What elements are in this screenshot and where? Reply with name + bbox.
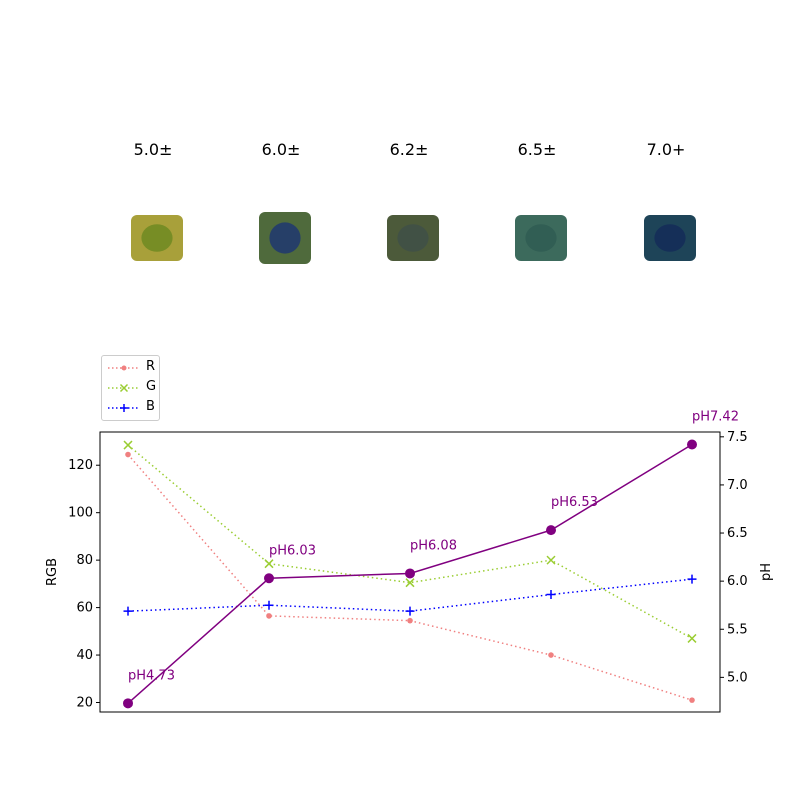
y2-axis-label: pH (759, 563, 774, 581)
data-point (546, 555, 556, 565)
sample-label-4: 6.5± (517, 140, 557, 159)
left-tick-label: 20 (76, 696, 93, 711)
data-point (407, 617, 413, 624)
data-point (123, 440, 133, 450)
swatch-body (515, 215, 567, 261)
data-point (687, 574, 697, 584)
legend-label-g: G (146, 379, 157, 394)
data-point (264, 573, 274, 584)
swatch-body (644, 215, 696, 261)
data-point (405, 606, 415, 616)
data-point (687, 439, 697, 450)
swatch-body (259, 212, 311, 264)
swatch-center (525, 224, 557, 252)
data-point (687, 633, 697, 643)
right-tick-label: 6.0 (727, 574, 748, 589)
series-line (127, 578, 693, 612)
left-tick-label: 60 (76, 601, 93, 616)
data-point (405, 568, 415, 579)
data-point (689, 697, 695, 703)
data-point (546, 525, 556, 536)
data-label: pH7.42 (692, 410, 739, 425)
legend-marker-b (108, 404, 140, 412)
right-tick-label: 5.5 (727, 622, 748, 637)
series-line (127, 454, 693, 701)
legend-item-g: G (102, 378, 161, 398)
legend-marker-r (108, 365, 140, 371)
left-tick-label: 80 (76, 553, 93, 568)
sample-label-1: 5.0± (133, 140, 173, 159)
series-ph: pH4.73 pH6.03 pH6.08 pH6.53 pH7.42 (123, 410, 739, 709)
data-label: pH6.03 (269, 543, 316, 558)
left-tick-label: 120 (68, 458, 93, 473)
swatch-body (131, 215, 183, 261)
data-point (546, 590, 556, 600)
left-tick-label: 100 (68, 506, 93, 521)
sample-swatch-1 (131, 215, 183, 261)
right-tick-label: 5.0 (727, 670, 748, 685)
swatch-center (654, 224, 686, 252)
sample-label-5: 7.0+ (646, 140, 686, 159)
data-point (266, 613, 272, 619)
data-label: pH6.53 (551, 495, 598, 510)
data-point (264, 600, 274, 610)
sample-swatch-2 (259, 212, 311, 264)
series-line (127, 443, 693, 704)
data-point (264, 559, 274, 569)
data-label: pH6.08 (410, 538, 457, 553)
data-point (548, 652, 554, 658)
legend-item-b: B (102, 398, 161, 418)
data-point (405, 578, 415, 588)
y-axis-label: RGB (45, 558, 60, 586)
plot-frame (99, 431, 721, 713)
swatch-center (141, 224, 173, 252)
swatch-body (387, 215, 439, 261)
data-point (125, 451, 131, 458)
left-tick-label: 40 (76, 648, 93, 663)
series-r (125, 451, 695, 703)
right-tick-label: 7.0 (727, 478, 748, 493)
sample-swatch-3 (387, 215, 439, 261)
legend-marker-g (108, 383, 140, 393)
legend-label-r: R (146, 359, 156, 374)
sample-swatch-4 (515, 215, 567, 261)
legend-label-b: B (146, 399, 155, 414)
right-tick-label: 7.5 (727, 430, 748, 445)
swatch-center (269, 222, 301, 254)
data-point (123, 606, 133, 616)
series-g (123, 440, 697, 643)
series-b (123, 574, 697, 616)
data-point (123, 698, 133, 709)
sample-label-3: 6.2± (389, 140, 429, 159)
right-tick-label: 6.5 (727, 526, 748, 541)
sample-label-2: 6.0± (261, 140, 301, 159)
sample-swatch-5 (644, 215, 696, 261)
swatch-center (397, 224, 429, 252)
data-label: pH4.73 (128, 668, 175, 683)
chart-legend: R G B (101, 355, 160, 421)
series-line (127, 444, 693, 640)
legend-item-r: R (102, 358, 161, 378)
